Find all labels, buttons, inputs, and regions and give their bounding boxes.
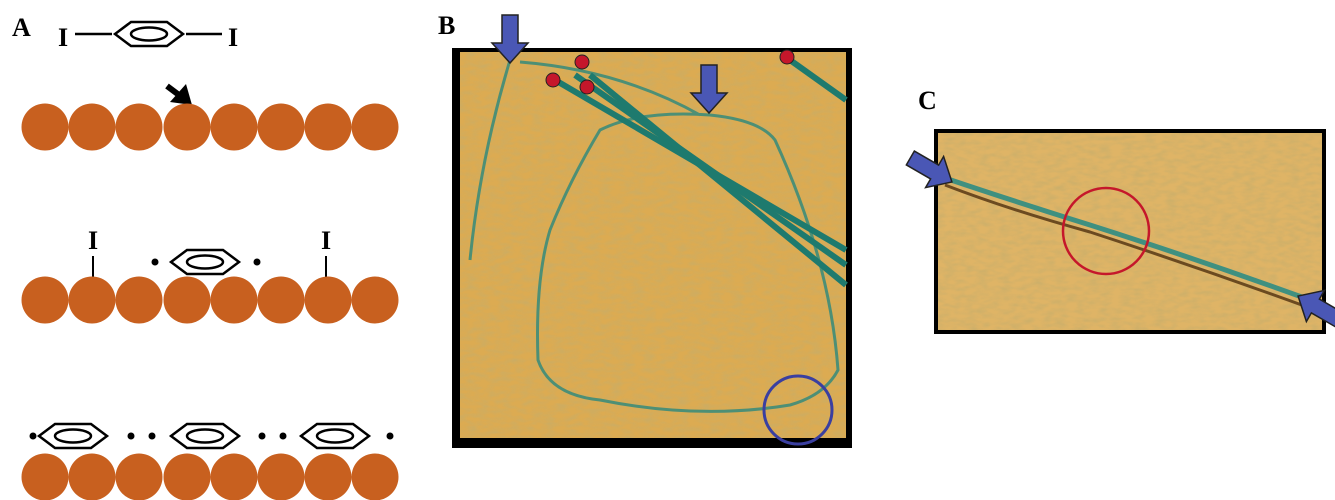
iodine-label: I <box>228 23 238 52</box>
phenylene <box>171 250 239 274</box>
stm-image <box>452 15 852 448</box>
radical <box>152 259 159 266</box>
stm-zoom <box>901 129 1335 336</box>
benzene <box>115 22 183 46</box>
iodine-label: I <box>321 226 331 255</box>
copper-row <box>22 454 399 500</box>
phenylene-chain <box>30 424 394 448</box>
copper-row <box>22 104 399 151</box>
iodine-label: I <box>88 226 98 255</box>
radical <box>254 259 261 266</box>
copper-row <box>22 277 399 324</box>
panel-label: B <box>438 11 455 40</box>
figure: A I I I I B C <box>0 0 1335 500</box>
panel-label: C <box>918 86 937 115</box>
iodine-label: I <box>58 23 68 52</box>
panel-label: A <box>12 13 31 42</box>
